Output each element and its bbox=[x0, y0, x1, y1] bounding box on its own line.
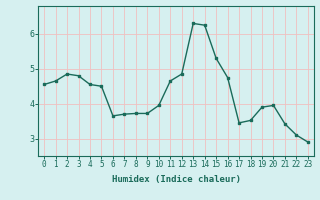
X-axis label: Humidex (Indice chaleur): Humidex (Indice chaleur) bbox=[111, 175, 241, 184]
